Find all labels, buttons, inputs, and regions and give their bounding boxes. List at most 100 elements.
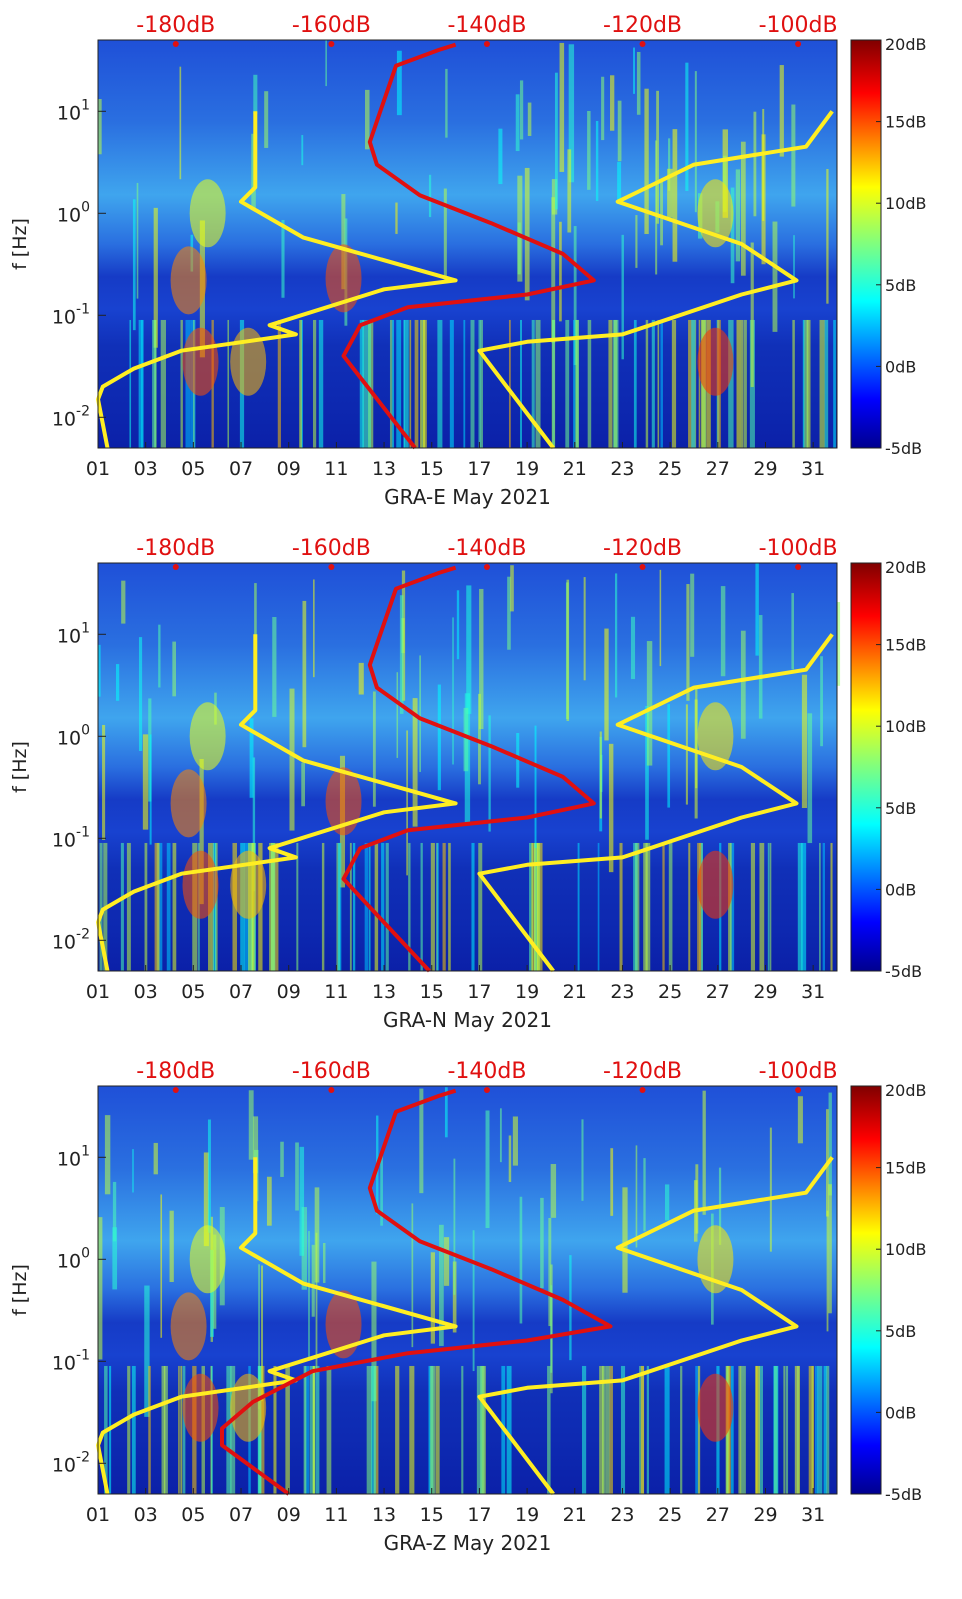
x-tick-label: 31 [801,981,825,1003]
colorbar-tick-label: 10dB [885,717,927,736]
y-axis-label: f [Hz] [9,1264,31,1316]
spectrogram-texture [98,563,841,971]
x-tick-label: 21 [563,981,587,1003]
top-db-tick-label: -160dB [292,13,371,38]
top-db-tick-label: -100dB [759,13,838,38]
panel-3: 01 03 05 07 09 11 13 15 17 19 21 23 25 27 29 31 10-2 10-1… [9,1059,927,1555]
x-tick-label: 05 [181,1504,205,1526]
x-tick-label: 29 [753,1504,777,1526]
x-tick-label: 19 [515,981,539,1003]
x-tick-label: 05 [181,981,205,1003]
top-db-tick-label: -180dB [136,13,215,38]
x-tick-label: 07 [229,981,253,1003]
colorbar-tick-label: 0dB [885,880,916,899]
colorbar [850,1085,882,1495]
colorbar-tick-label: -5dB [885,439,922,458]
spectrogram-texture [98,40,836,448]
colorbar-tick-label: 10dB [885,194,927,213]
x-tick-label: 11 [324,981,348,1003]
x-tick-label: 13 [372,1504,396,1526]
yellow-curve-2 [477,1156,834,1496]
x-tick-label: 31 [801,1504,825,1526]
colorbar-tick-label: 5dB [885,799,916,818]
colorbar-tick-label: 20dB [885,1081,927,1100]
y-tick-label: 10-2 [52,1449,90,1476]
plot-frame [97,1085,838,1495]
x-tick-label: 25 [658,1504,682,1526]
x-tick-label: 09 [277,981,301,1003]
top-db-tick-label: -120dB [603,1059,682,1084]
top-db-tick-label: -120dB [603,536,682,561]
x-tick-label: 15 [420,1504,444,1526]
x-tick-label: 27 [706,458,730,480]
x-tick-label: 19 [515,458,539,480]
red-curve [220,1088,613,1496]
x-axis-label: GRA-N May 2021 [383,1008,552,1032]
colorbar-tick-label: 5dB [885,276,916,295]
colorbar-tick-label: -5dB [885,1485,922,1504]
top-db-tick-label: -160dB [292,1059,371,1084]
yellow-curve-1 [96,1157,458,1495]
top-db-tick-label: -140dB [447,536,526,561]
y-tick-label: 100 [57,722,90,749]
x-axis-label: GRA-E May 2021 [384,485,551,509]
x-tick-label: 09 [277,458,301,480]
y-tick-label: 10-1 [52,1347,90,1374]
x-tick-label: 13 [372,981,396,1003]
y-tick-label: 101 [57,97,90,124]
y-tick-label: 101 [57,1143,90,1170]
top-db-tick-label: -180dB [136,1059,215,1084]
x-tick-label: 07 [229,458,253,480]
top-db-tick-label: -100dB [759,1059,838,1084]
y-tick-label: 10-2 [52,403,90,430]
y-tick-label: 100 [57,1245,90,1272]
colorbar-tick-label: 5dB [885,1322,916,1341]
yellow-curve-1 [96,111,458,449]
x-tick-label: 13 [372,458,396,480]
x-axis-label: GRA-Z May 2021 [384,1531,552,1555]
y-tick-label: 10-1 [52,824,90,851]
top-db-tick-label: -180dB [136,536,215,561]
y-tick-label: 10-1 [52,301,90,328]
red-curve [341,42,596,450]
x-tick-label: 11 [324,1504,348,1526]
yellow-curve-1 [96,634,458,972]
y-axis-label: f [Hz] [9,218,31,270]
top-db-tick-label: -140dB [447,13,526,38]
x-tick-label: 09 [277,1504,301,1526]
x-tick-label: 19 [515,1504,539,1526]
x-tick-label: 15 [420,981,444,1003]
colorbar-tick-label: 10dB [885,1240,927,1259]
x-tick-label: 29 [753,458,777,480]
yellow-curve-2 [477,110,834,450]
colorbar-tick-label: 0dB [885,1403,916,1422]
top-db-tick-label: -140dB [447,1059,526,1084]
x-tick-label: 03 [134,458,158,480]
colorbar-tick-label: 20dB [885,558,927,577]
plot-frame [97,39,838,449]
panel-1: 01 03 05 07 09 11 13 15 17 19 21 23 25 27 29 31 10-2 10-1… [9,13,927,509]
colorbar-tick-label: 15dB [885,113,927,132]
x-tick-label: 07 [229,1504,253,1526]
x-tick-label: 01 [86,981,110,1003]
panel-2: 01 03 05 07 09 11 13 15 17 19 21 23 25 27 29 31 10-2 10-1… [9,536,927,1032]
x-tick-label: 27 [706,1504,730,1526]
colorbar [850,562,882,972]
x-tick-label: 03 [134,1504,158,1526]
colorbar-tick-label: 0dB [885,357,916,376]
x-tick-label: 21 [563,458,587,480]
red-curve [341,565,596,973]
yellow-curve-2 [477,633,834,973]
x-tick-label: 23 [610,981,634,1003]
x-tick-label: 31 [801,458,825,480]
x-tick-label: 11 [324,458,348,480]
top-db-tick-label: -100dB [759,536,838,561]
colorbar-tick-label: -5dB [885,962,922,981]
top-db-tick-label: -120dB [603,13,682,38]
colorbar-tick-label: 15dB [885,1159,927,1178]
y-tick-label: 101 [57,620,90,647]
y-tick-label: 100 [57,199,90,226]
colorbar-tick-label: 15dB [885,636,927,655]
x-tick-label: 17 [467,1504,491,1526]
